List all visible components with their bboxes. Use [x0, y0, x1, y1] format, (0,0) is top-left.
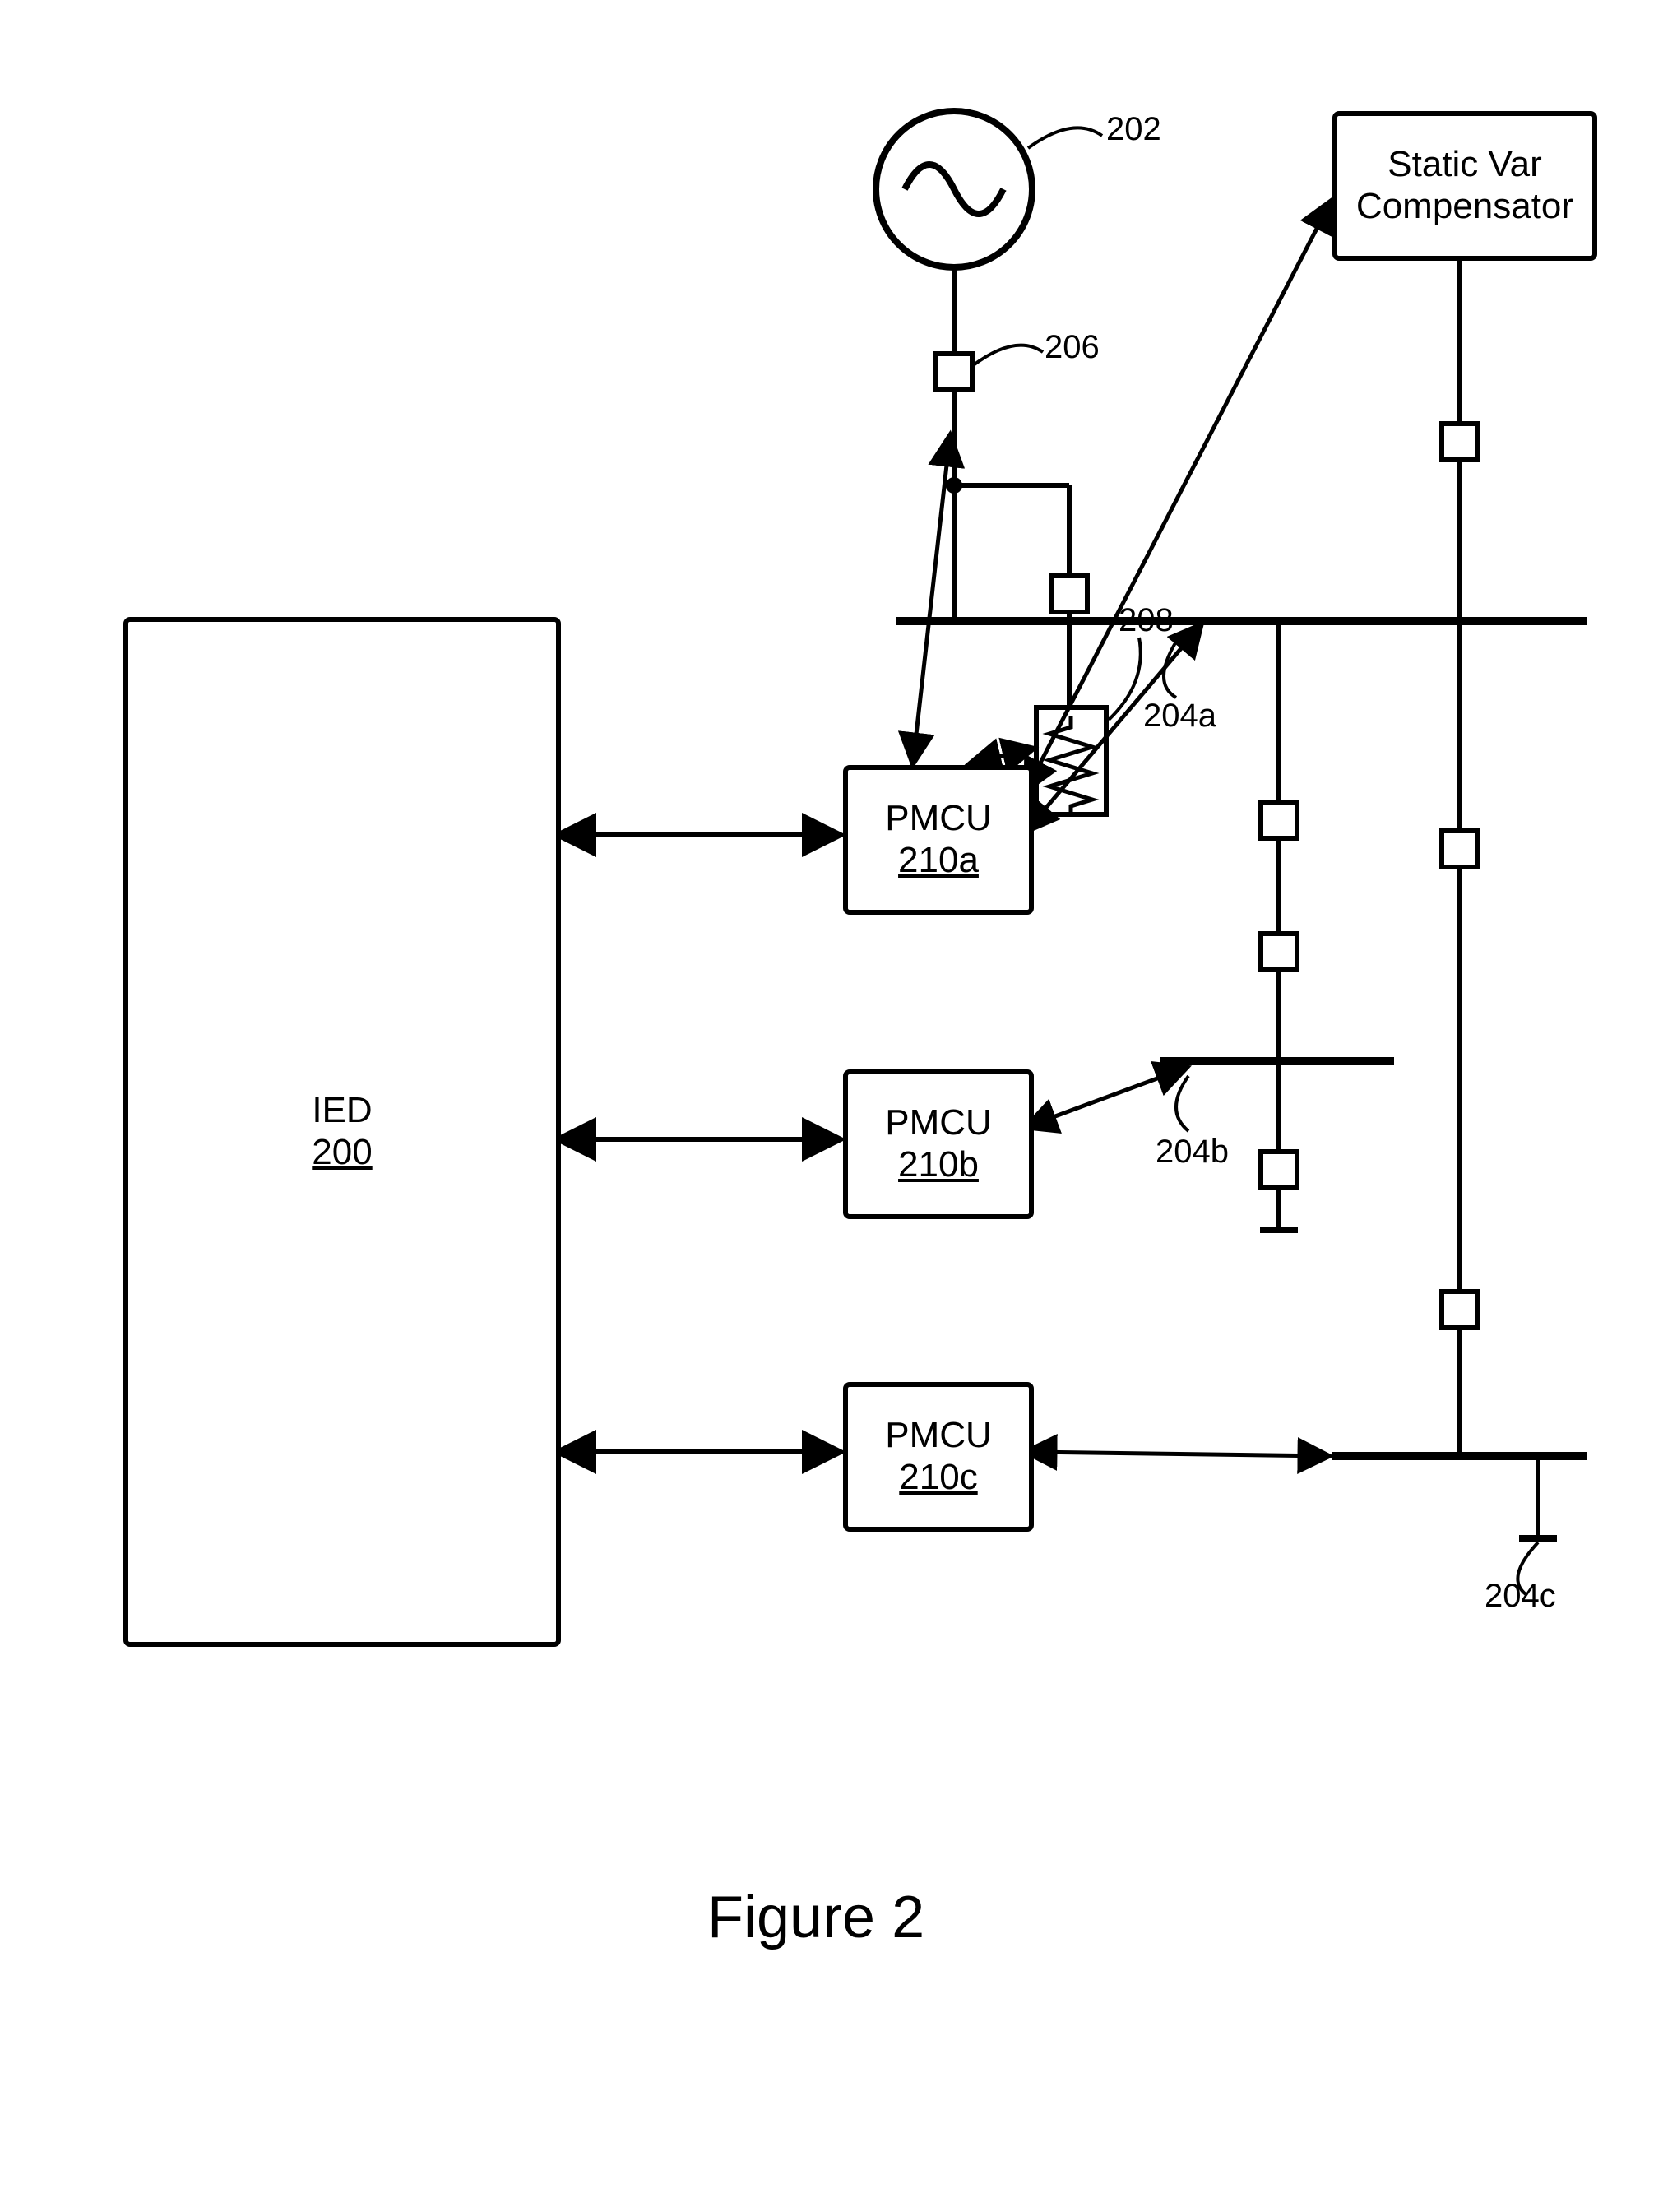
ref-202: 202: [1106, 111, 1161, 148]
ref-208: 208: [1119, 602, 1174, 639]
breaker-ac-upper: [1442, 831, 1478, 867]
breaker-ac-lower: [1442, 1291, 1478, 1328]
ref-204c: 204c: [1485, 1578, 1556, 1615]
ied-block: IED 200: [123, 617, 561, 1647]
arrow-pmcu-a-gen: [913, 436, 950, 763]
leader-206: [972, 345, 1043, 366]
breaker-206: [936, 354, 972, 390]
ref-206: 206: [1045, 329, 1100, 366]
pmcu-b-block: PMCU 210b: [843, 1069, 1034, 1219]
svc-line2: Compensator: [1356, 186, 1573, 228]
pmcu-a-block: PMCU 210a: [843, 765, 1034, 915]
pmcu-a-title: PMCU: [885, 798, 992, 840]
pmcu-b-title: PMCU: [885, 1102, 992, 1144]
leader-202: [1028, 128, 1102, 148]
breaker-svc: [1442, 424, 1478, 460]
ied-id: 200: [312, 1132, 372, 1174]
arrow-pmcu-b-bus: [1026, 1068, 1186, 1127]
breaker-208: [1051, 576, 1087, 612]
pmcu-c-id: 210c: [899, 1457, 977, 1499]
ied-title: IED: [312, 1090, 372, 1132]
figure-canvas: IED 200 PMCU 210a PMCU 210b PMCU 210c St…: [0, 0, 1677, 2212]
breaker-ab-lower: [1261, 934, 1297, 970]
leader-204b: [1176, 1076, 1188, 1131]
arrow-pmcu-a-load: [971, 749, 1033, 763]
breaker-204b-stub: [1261, 1152, 1297, 1188]
svc-block: Static Var Compensator: [1332, 111, 1597, 261]
arrow-pmcu-c-bus: [1026, 1452, 1328, 1456]
leader-208: [1109, 638, 1141, 720]
ref-204b: 204b: [1156, 1134, 1229, 1171]
pmcu-b-id: 210b: [898, 1144, 979, 1186]
pmcu-c-block: PMCU 210c: [843, 1382, 1034, 1532]
svc-line1: Static Var: [1387, 144, 1541, 186]
ref-204a: 204a: [1143, 698, 1216, 735]
pmcu-c-title: PMCU: [885, 1415, 992, 1457]
figure-caption: Figure 2: [707, 1884, 924, 1951]
pmcu-a-id: 210a: [898, 840, 979, 882]
breaker-ab-upper: [1261, 802, 1297, 838]
